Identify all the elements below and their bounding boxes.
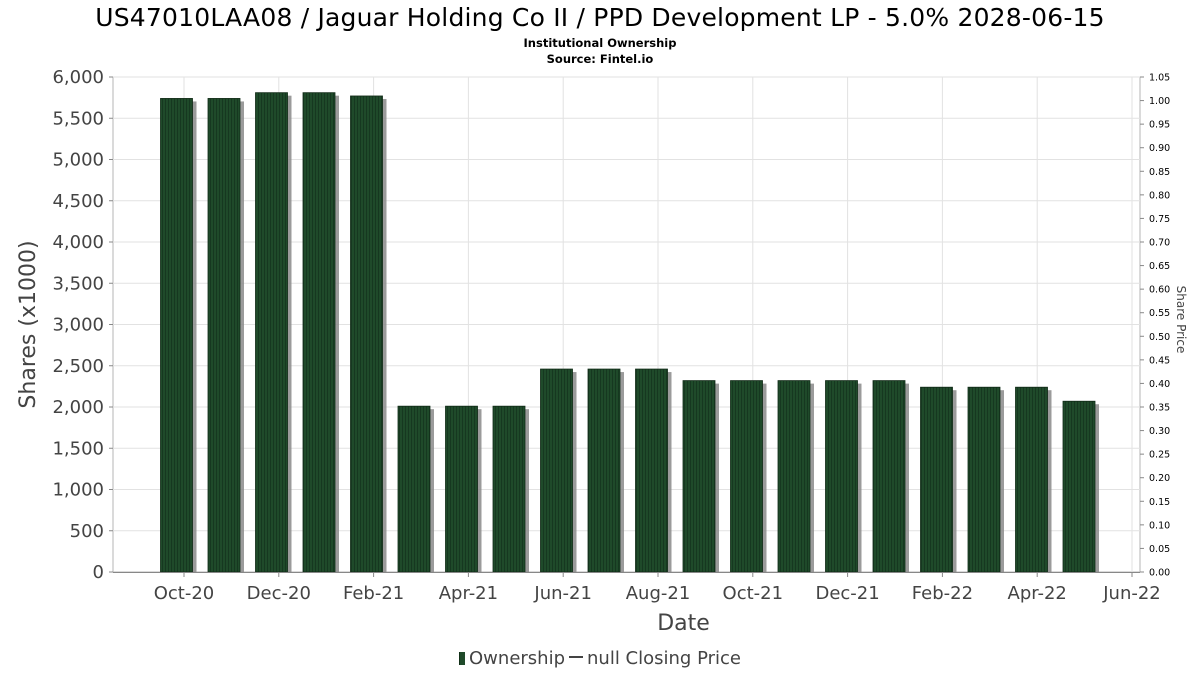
y2-tick-label: 1.00 [1149, 96, 1170, 107]
y-tick-label: 0 [93, 562, 104, 583]
y2-tick-label: 0.45 [1149, 355, 1170, 366]
x-tick-label: Jun-21 [533, 583, 592, 604]
x-tick-label: Apr-22 [1008, 583, 1067, 604]
y-tick-label: 1,000 [52, 480, 104, 501]
chart-subtitle: Institutional Ownership [523, 36, 677, 50]
y2-tick-label: 0.90 [1149, 143, 1170, 154]
y2-tick-label: 0.15 [1149, 497, 1170, 508]
ownership-bar [920, 386, 953, 573]
ownership-bar [1015, 386, 1048, 573]
ownership-bar [967, 386, 1001, 573]
y2-tick-label: 1.05 [1149, 73, 1170, 84]
y2-tick-label: 0.10 [1149, 520, 1170, 531]
x-tick-label: Oct-20 [154, 583, 215, 604]
ownership-legend-swatch [459, 652, 466, 665]
ownership-bar [587, 368, 621, 573]
x-tick-label: Oct-21 [723, 583, 784, 604]
y-tick-label: 3,500 [52, 273, 104, 294]
y-tick-label: 500 [70, 521, 104, 542]
x-tick-label: Jun-22 [1102, 583, 1161, 604]
chart-legend: Ownership null Closing Price [0, 647, 1200, 671]
chart-source: Source: Fintel.io [546, 52, 654, 66]
y2-tick-label: 0.40 [1149, 379, 1170, 390]
ownership-bar [350, 95, 383, 573]
y2-tick-label: 0.70 [1149, 238, 1170, 249]
x-tick-label: Dec-20 [247, 583, 311, 604]
y-tick-label: 5,500 [52, 108, 104, 129]
ownership-bar [397, 405, 431, 573]
x-tick-label: Dec-21 [815, 583, 879, 604]
y2-tick-label: 0.65 [1149, 261, 1170, 272]
y-tick-label: 2,500 [52, 356, 104, 377]
y2-tick-label: 0.95 [1149, 120, 1170, 131]
y2-tick-label: 0.60 [1149, 285, 1170, 296]
ownership-bar [492, 405, 526, 573]
y2-axis-label: Share Price [1174, 286, 1188, 354]
y-tick-label: 2,000 [52, 397, 104, 418]
ownership-bar [255, 92, 288, 573]
y2-tick-label: 0.55 [1149, 308, 1170, 319]
y2-tick-label: 0.75 [1149, 214, 1170, 225]
ownership-bar [682, 380, 716, 573]
x-tick-label: Feb-21 [343, 583, 404, 604]
ownership-bar [302, 92, 336, 573]
ownership-bar [730, 380, 763, 573]
y2-tick-label: 0.20 [1149, 473, 1170, 484]
ownership-bar [635, 368, 668, 573]
ownership-bar [207, 98, 241, 573]
y-tick-label: 3,000 [52, 315, 104, 336]
y2-tick-label: 0.00 [1149, 568, 1170, 579]
x-tick-label: Aug-21 [626, 583, 691, 604]
ownership-bar [872, 380, 906, 573]
y2-tick-label: 0.35 [1149, 403, 1170, 414]
ownership-bar [825, 380, 858, 573]
y2-tick-label: 0.25 [1149, 450, 1170, 461]
y-tick-label: 5,000 [52, 150, 104, 171]
y2-tick-label: 0.50 [1149, 332, 1170, 343]
y2-tick-label: 0.05 [1149, 544, 1170, 555]
price-legend-line [569, 656, 584, 658]
y-axis-label: Shares (x1000) [16, 240, 41, 408]
ownership-bar [445, 405, 478, 573]
y-tick-label: 1,500 [52, 438, 104, 459]
x-tick-label: Feb-22 [912, 583, 973, 604]
y-tick-label: 4,000 [52, 232, 104, 253]
ownership-bar [777, 380, 811, 573]
ownership-bar [540, 368, 573, 573]
ownership-bar [160, 98, 193, 573]
y2-tick-label: 0.85 [1149, 167, 1170, 178]
price-legend-label: null Closing Price [587, 648, 741, 669]
ownership-bar [1062, 400, 1096, 573]
chart-title: US47010LAA08 / Jaguar Holding Co II / PP… [95, 3, 1105, 32]
x-axis-label: Date [657, 611, 710, 636]
y2-tick-label: 0.30 [1149, 426, 1170, 437]
y-tick-label: 6,000 [52, 67, 104, 88]
x-tick-label: Apr-21 [439, 583, 498, 604]
y-tick-label: 4,500 [52, 191, 104, 212]
y2-tick-label: 0.80 [1149, 190, 1170, 201]
ownership-legend-label: Ownership [469, 648, 566, 669]
